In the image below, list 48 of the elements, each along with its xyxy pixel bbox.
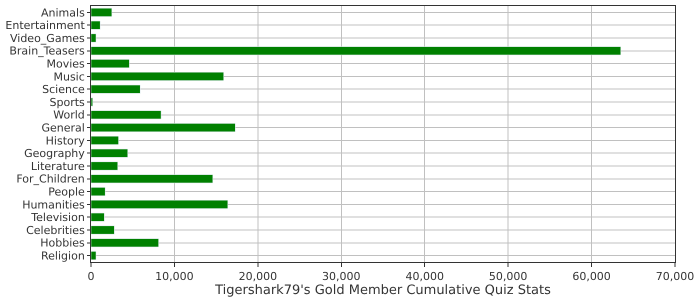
bar — [91, 46, 622, 56]
y-tick-label: Animals — [41, 6, 86, 20]
x-tick-label: 70,000 — [656, 270, 694, 284]
y-tick-label: World — [53, 108, 85, 122]
bar — [91, 200, 228, 209]
y-tick-label: For_Children — [16, 172, 85, 186]
x-axis-title: Tigershark79's Gold Member Cumulative Quiz Stats — [214, 283, 552, 298]
y-tick-label: Sports — [50, 96, 86, 109]
y-tick-label: Humanities — [22, 198, 86, 212]
y-tick-label: General — [41, 121, 85, 134]
bar — [91, 34, 96, 42]
x-tick-label: 40,000 — [405, 270, 444, 284]
bar — [91, 226, 115, 234]
bar — [91, 8, 112, 17]
bar — [91, 148, 128, 158]
x-tick-label: 20,000 — [238, 270, 278, 284]
x-tick-label: 50,000 — [488, 270, 528, 284]
y-tick-label: Religion — [41, 249, 85, 262]
bar — [91, 174, 214, 184]
bar — [91, 20, 100, 30]
x-tick-label: 0 — [88, 270, 94, 284]
y-tick-label: Television — [30, 211, 85, 224]
y-tick-label: Celebrities — [26, 224, 86, 237]
y-tick-label: Geography — [24, 147, 86, 160]
bar — [91, 238, 159, 248]
y-tick-label: Video_Games — [10, 32, 86, 45]
x-tick-label: 30,000 — [322, 270, 361, 284]
y-tick-label: History — [46, 134, 86, 148]
bar — [91, 187, 106, 196]
bar — [91, 123, 236, 132]
y-tick-label: Music — [53, 70, 85, 84]
bar — [91, 84, 140, 94]
bar — [91, 162, 118, 170]
y-tick-label: Hobbies — [40, 236, 86, 250]
y-tick-label: Science — [42, 83, 86, 96]
bar — [91, 212, 105, 222]
y-tick-label: People — [48, 185, 86, 198]
y-tick-label: Literature — [30, 160, 86, 173]
bar — [91, 136, 119, 145]
bar — [91, 59, 130, 68]
bar — [91, 251, 96, 260]
bar — [91, 110, 162, 120]
x-tick-label: 10,000 — [155, 270, 194, 284]
y-tick-label: Brain_Teasers — [9, 44, 86, 58]
y-tick-label: Movies — [46, 57, 86, 70]
y-tick-label: Entertainment — [5, 19, 86, 32]
x-tick-label: 60,000 — [572, 270, 611, 284]
bar — [91, 72, 224, 81]
